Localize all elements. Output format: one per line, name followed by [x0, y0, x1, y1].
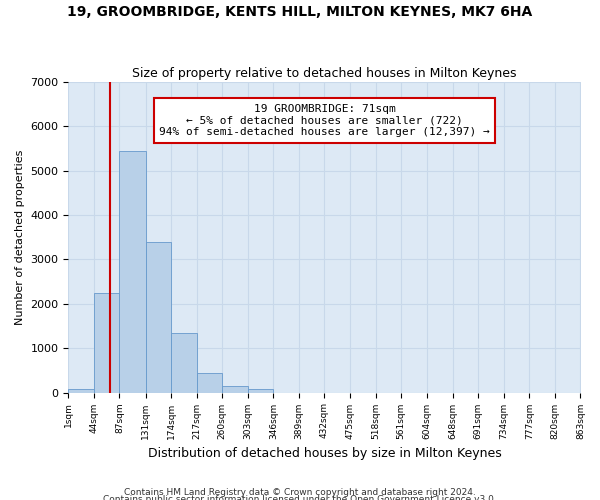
Bar: [222, 386, 248, 392]
Text: 19 GROOMBRIDGE: 71sqm
← 5% of detached houses are smaller (722)
94% of semi-deta: 19 GROOMBRIDGE: 71sqm ← 5% of detached h…: [159, 104, 490, 137]
Bar: [94, 293, 119, 392]
Bar: [248, 388, 274, 392]
Bar: [68, 389, 94, 392]
Text: Contains HM Land Registry data © Crown copyright and database right 2024.: Contains HM Land Registry data © Crown c…: [124, 488, 476, 497]
Y-axis label: Number of detached properties: Number of detached properties: [15, 150, 25, 325]
X-axis label: Distribution of detached houses by size in Milton Keynes: Distribution of detached houses by size …: [148, 447, 502, 460]
Bar: [146, 242, 171, 392]
Bar: [197, 374, 222, 392]
Title: Size of property relative to detached houses in Milton Keynes: Size of property relative to detached ho…: [132, 66, 517, 80]
Text: Contains public sector information licensed under the Open Government Licence v3: Contains public sector information licen…: [103, 496, 497, 500]
Text: 19, GROOMBRIDGE, KENTS HILL, MILTON KEYNES, MK7 6HA: 19, GROOMBRIDGE, KENTS HILL, MILTON KEYN…: [67, 5, 533, 19]
Bar: [119, 151, 146, 392]
Bar: [171, 332, 197, 392]
